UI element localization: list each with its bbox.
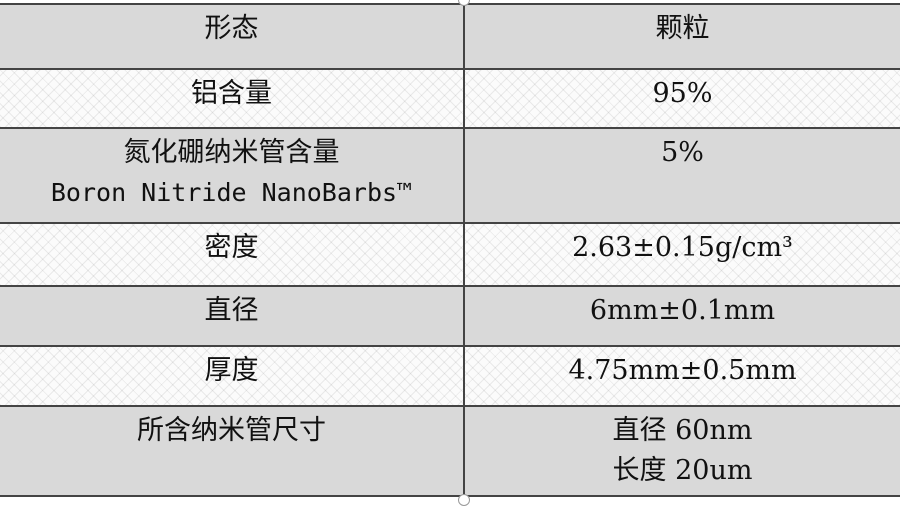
value-cell: 95% (465, 70, 900, 127)
label-text: 所含纳米管尺寸 (137, 415, 326, 446)
table-row: 铝含量 95% (0, 70, 900, 129)
value-text: 95% (652, 78, 713, 109)
label-text-english: Boron Nitride NanoBarbs™ (50, 178, 413, 207)
label-cell: 所含纳米管尺寸 (0, 407, 465, 495)
label-text: 铝含量 (191, 78, 272, 109)
value-cell: 5% (465, 129, 900, 222)
value-text: 长度 20um (612, 455, 753, 486)
resize-handle-bottom[interactable] (458, 494, 470, 506)
table-row: 所含纳米管尺寸 直径 60nm 长度 20um (0, 407, 900, 495)
table-row: 密度 2.63±0.15g/cm³ (0, 224, 900, 287)
label-text: 密度 (204, 232, 259, 263)
value-cell: 4.75mm±0.5mm (465, 347, 900, 405)
label-cell: 铝含量 (0, 70, 465, 127)
label-text: 氮化硼纳米管含量 (123, 137, 340, 168)
label-text: 直径 (204, 295, 259, 326)
label-cell: 形态 (0, 5, 465, 68)
label-cell: 直径 (0, 287, 465, 345)
properties-table: 形态 颗粒 铝含量 95% 氮化硼纳米管含量 Boron Nitride Nan… (0, 3, 900, 497)
label-cell: 氮化硼纳米管含量 Boron Nitride NanoBarbs™ (0, 129, 465, 222)
label-cell: 密度 (0, 224, 465, 285)
label-text: 厚度 (204, 355, 259, 386)
value-text: 颗粒 (655, 13, 710, 44)
table-row: 形态 颗粒 (0, 5, 900, 70)
value-text: 2.63±0.15g/cm³ (572, 232, 793, 263)
value-cell: 2.63±0.15g/cm³ (465, 224, 900, 285)
value-cell: 6mm±0.1mm (465, 287, 900, 345)
label-text: 形态 (204, 13, 259, 44)
value-text: 直径 60nm (612, 415, 753, 446)
value-text: 6mm±0.1mm (589, 295, 776, 326)
value-cell: 直径 60nm 长度 20um (465, 407, 900, 495)
value-text: 4.75mm±0.5mm (568, 355, 797, 386)
table-row: 氮化硼纳米管含量 Boron Nitride NanoBarbs™ 5% (0, 129, 900, 224)
table-row: 直径 6mm±0.1mm (0, 287, 900, 347)
label-cell: 厚度 (0, 347, 465, 405)
table-row: 厚度 4.75mm±0.5mm (0, 347, 900, 407)
value-cell: 颗粒 (465, 5, 900, 68)
value-text: 5% (661, 137, 704, 168)
